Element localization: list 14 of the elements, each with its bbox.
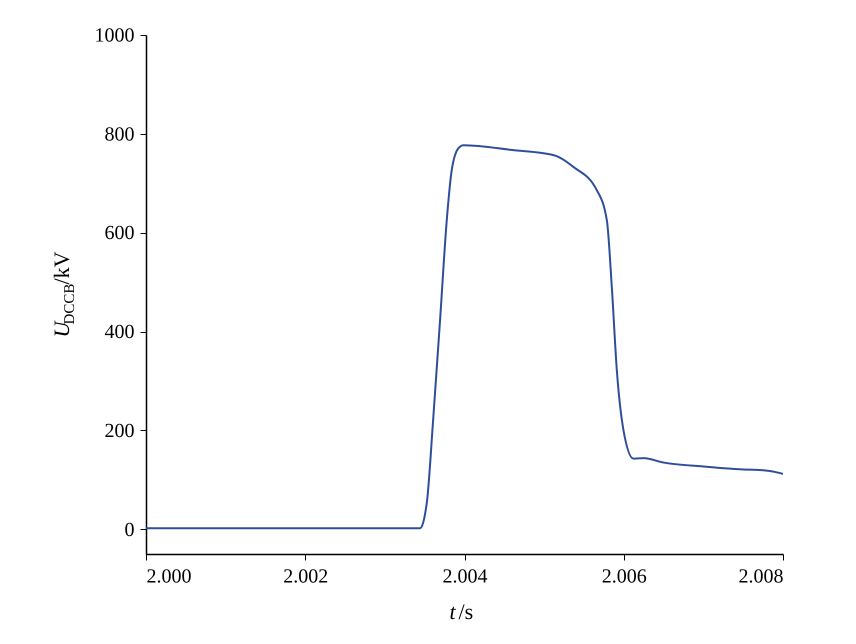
line-series (146, 144, 783, 530)
y-tick-label: 1000 (94, 24, 134, 46)
y-tick-label: 600 (104, 222, 134, 244)
x-tick-label: 2.006 (602, 566, 647, 588)
x-tick-label: 2.000 (146, 566, 192, 588)
y-tick-label: 200 (104, 420, 134, 442)
x-tick-label: 2.008 (738, 566, 784, 588)
x-tick-label: 2.004 (442, 566, 488, 588)
x-tick-label: 2.002 (283, 566, 328, 588)
y-tick-label: 800 (104, 123, 134, 146)
y-tick-label: 0 (124, 518, 134, 541)
y-tick-label: 400 (104, 321, 134, 344)
x-axis-title: t/s (450, 599, 474, 624)
y-axis-title: UDCCB/kV (49, 251, 78, 338)
